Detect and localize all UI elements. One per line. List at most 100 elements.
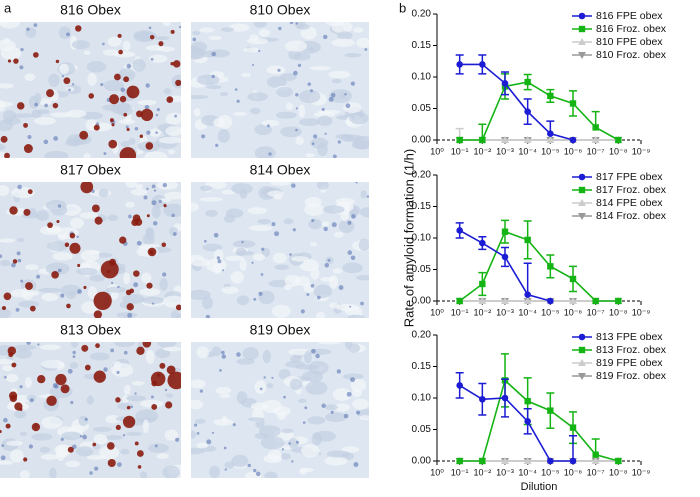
micrograph <box>0 22 181 158</box>
nucleus <box>151 302 155 305</box>
tissue <box>344 53 362 58</box>
nucleus <box>145 83 150 88</box>
micrograph-content <box>191 22 369 158</box>
deposit <box>23 122 28 128</box>
nucleus <box>174 114 178 118</box>
tissue <box>326 450 351 458</box>
deposit <box>136 110 143 118</box>
nucleus <box>100 82 104 87</box>
tissue <box>321 221 330 227</box>
nucleus <box>154 444 158 448</box>
tissue <box>45 199 67 212</box>
marker <box>615 136 622 144</box>
nucleus <box>125 125 129 129</box>
y-tick-label: 0.15 <box>412 201 432 212</box>
x-tick-label: 10⁻³ <box>496 146 514 156</box>
tissue <box>258 425 281 438</box>
marker <box>547 263 554 270</box>
nucleus <box>103 152 107 155</box>
series <box>456 219 622 305</box>
deposit <box>172 60 181 68</box>
deposit <box>33 52 39 58</box>
tissue <box>103 435 123 440</box>
deposit <box>123 112 128 117</box>
nucleus <box>328 96 334 102</box>
nucleus <box>117 285 120 289</box>
tissue <box>247 207 267 215</box>
tissue <box>83 153 91 158</box>
deposit <box>77 263 81 267</box>
nucleus <box>332 154 337 158</box>
nucleus <box>247 463 251 468</box>
deposit <box>46 395 57 407</box>
tissue <box>139 288 161 296</box>
nucleus <box>4 375 7 379</box>
deposit <box>109 118 114 123</box>
legend-label: 810 Froz. obex <box>596 49 667 61</box>
nucleus <box>57 204 62 208</box>
deposit <box>79 130 89 140</box>
tissue <box>266 65 286 75</box>
tissue <box>260 436 285 450</box>
deposit <box>136 346 145 355</box>
tissue <box>289 355 302 363</box>
deposit <box>95 343 100 349</box>
tissue <box>266 383 274 389</box>
nucleus <box>331 222 337 228</box>
tissue <box>0 358 14 365</box>
deposit <box>119 95 127 103</box>
nucleus <box>17 184 22 190</box>
nucleus <box>350 255 356 261</box>
deposit <box>142 342 152 348</box>
marker <box>479 457 486 465</box>
marker <box>578 186 586 194</box>
tissue <box>305 153 315 158</box>
panel-label: a <box>4 0 12 15</box>
tissue <box>343 373 364 380</box>
tissue <box>21 287 34 300</box>
nucleus <box>71 83 75 86</box>
marker <box>456 382 463 389</box>
nucleus <box>336 369 341 374</box>
nucleus <box>84 417 88 421</box>
marker <box>501 80 509 87</box>
tissue <box>107 36 122 47</box>
marker <box>524 418 531 425</box>
nucleus <box>321 403 326 408</box>
nucleus <box>156 108 160 112</box>
marker <box>578 25 586 33</box>
tissue <box>14 410 27 419</box>
tissue <box>316 182 329 190</box>
nucleus <box>60 437 64 441</box>
tissue <box>191 379 206 389</box>
marker <box>501 136 509 143</box>
tissue <box>219 393 231 398</box>
nucleus <box>261 247 265 251</box>
tissue <box>46 240 69 252</box>
nucleus <box>127 312 133 318</box>
nucleus <box>260 273 264 276</box>
tissue <box>196 346 210 359</box>
nucleus <box>295 93 299 97</box>
nucleus <box>82 434 87 440</box>
nucleus <box>117 462 122 467</box>
tissue <box>264 471 278 478</box>
nucleus <box>134 392 137 395</box>
nucleus <box>216 256 220 260</box>
marker <box>578 199 586 206</box>
tissue <box>118 67 136 82</box>
tissue <box>18 300 39 308</box>
tissue <box>267 190 284 197</box>
tissue <box>147 443 169 453</box>
marker <box>569 100 577 107</box>
nucleus <box>304 406 308 410</box>
y-tick-label: 0.10 <box>412 233 432 244</box>
tissue <box>45 262 70 275</box>
deposit <box>12 259 18 264</box>
tissue <box>324 412 347 423</box>
deposit <box>119 236 127 244</box>
x-tick-label: 10⁻⁴ <box>518 307 537 317</box>
nucleus <box>327 259 331 262</box>
deposit <box>139 134 144 139</box>
